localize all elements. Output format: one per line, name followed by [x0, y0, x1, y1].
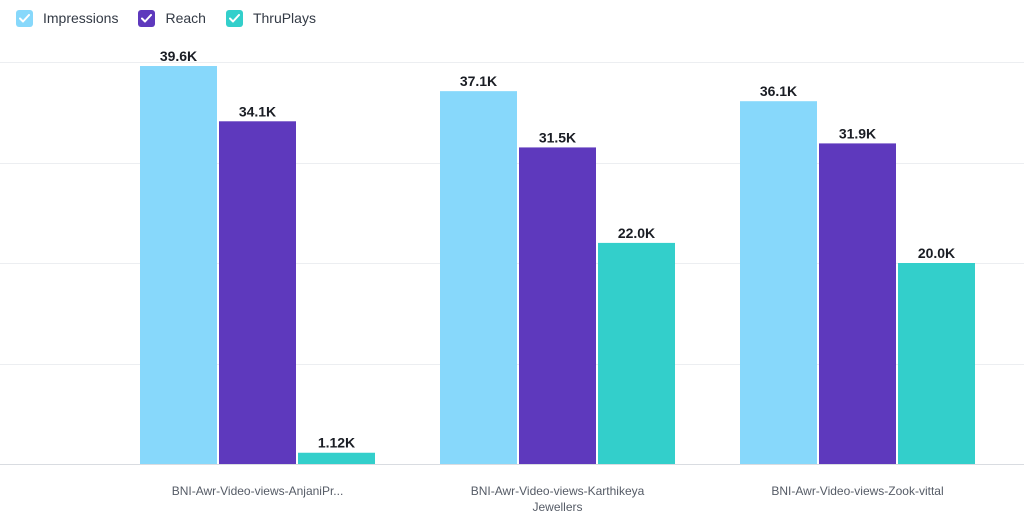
bar [298, 452, 375, 464]
check-icon[interactable] [225, 9, 243, 27]
data-label: 34.1K [239, 103, 276, 119]
x-tick-label: BNI-Awr-Video-views-AnjaniPr... [172, 484, 344, 498]
data-label: 31.9K [839, 125, 876, 141]
x-tick-label: Jewellers [532, 500, 582, 514]
legend-item-impressions[interactable]: Impressions [16, 9, 119, 27]
legend-label-impressions: Impressions [43, 10, 119, 26]
bar [819, 143, 896, 464]
bar [740, 101, 817, 464]
chart-legend: Impressions Reach ThruPlays [16, 6, 316, 30]
bar [140, 66, 217, 465]
bar [519, 147, 596, 465]
legend-item-reach[interactable]: Reach [138, 9, 206, 27]
data-label: 36.1K [760, 83, 797, 99]
legend-label-reach: Reach [165, 10, 206, 26]
x-tick-label: BNI-Awr-Video-views-Karthikeya [471, 484, 645, 498]
legend-label-thruplays: ThruPlays [252, 10, 316, 26]
data-label: 37.1K [460, 73, 497, 89]
bar [598, 242, 675, 464]
data-label: 31.5K [539, 129, 576, 145]
data-label: 39.6K [160, 48, 197, 64]
bar [440, 91, 517, 465]
data-label: 22.0K [618, 225, 655, 241]
data-label: 20.0K [918, 245, 955, 261]
data-label: 1.12K [318, 435, 355, 451]
bar [898, 263, 975, 464]
bar [219, 121, 296, 465]
legend-item-thruplays[interactable]: ThruPlays [225, 9, 316, 27]
check-icon[interactable] [16, 9, 33, 27]
x-tick-label: BNI-Awr-Video-views-Zook-vittal [771, 484, 943, 498]
check-icon[interactable] [138, 9, 156, 27]
